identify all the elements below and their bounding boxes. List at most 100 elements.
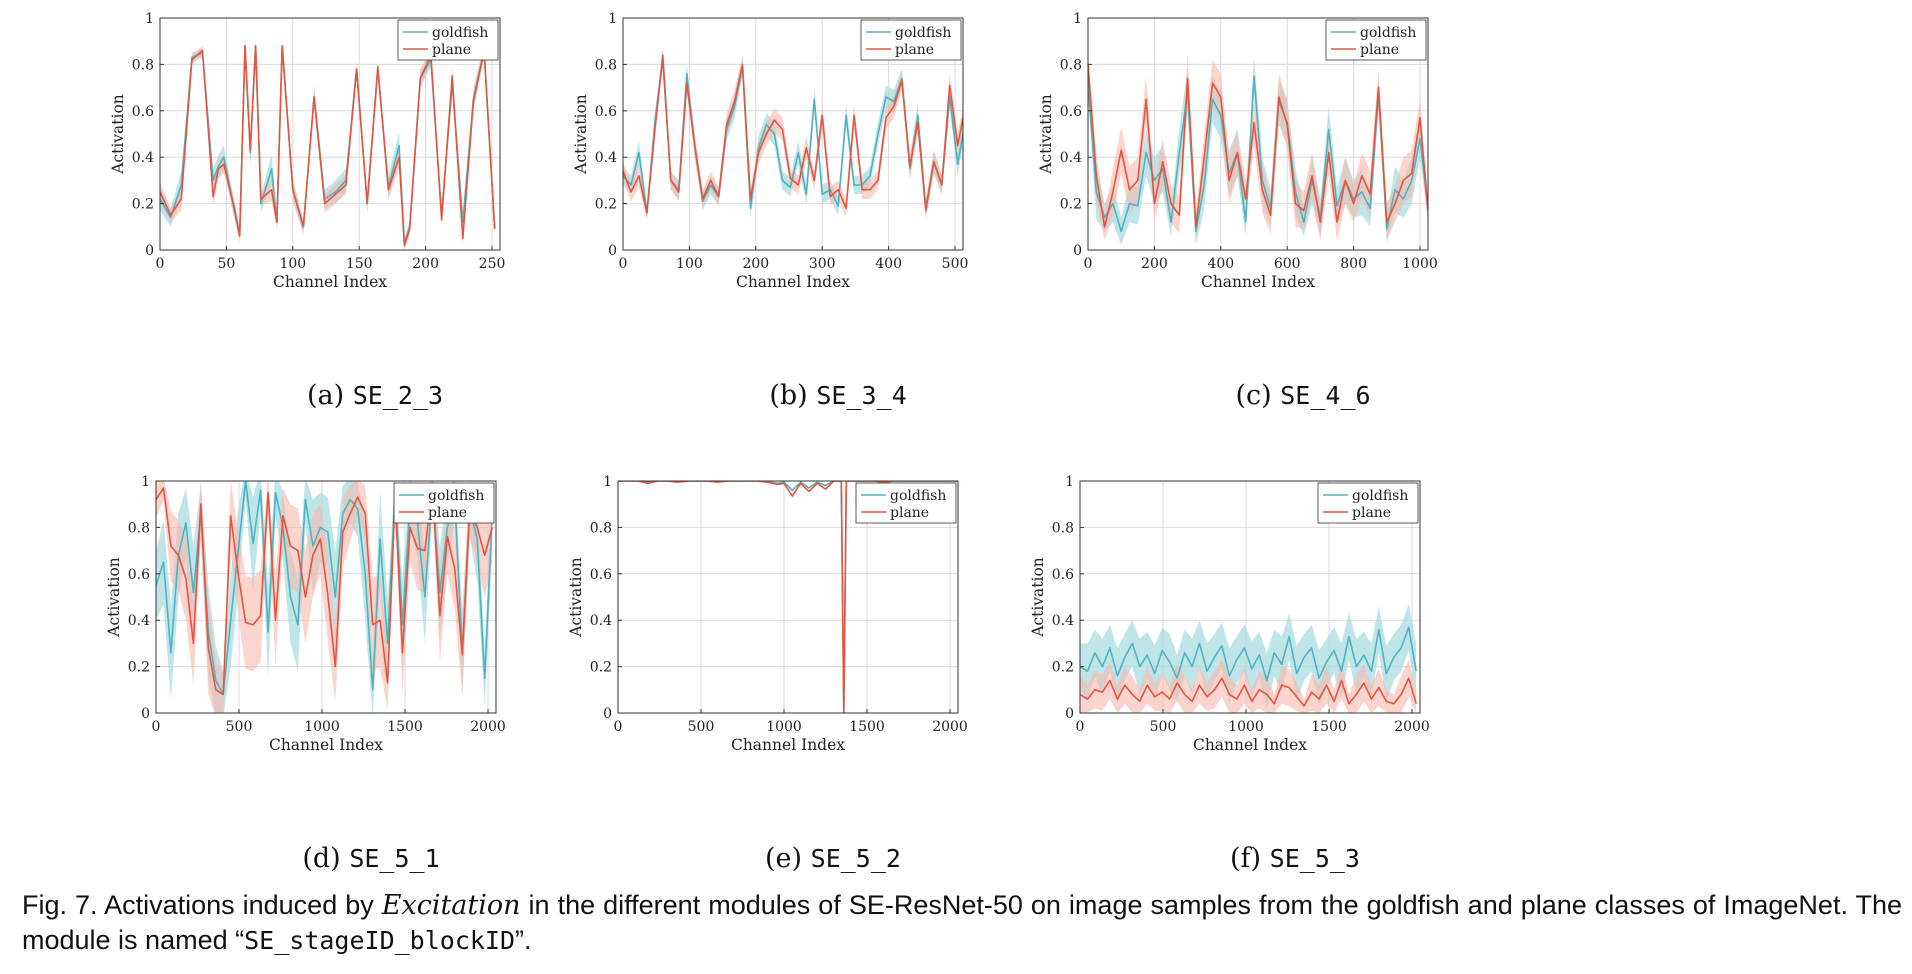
chart-svg: 0 200 400 600 800 1000 0 0.2 0.4 0.6 0.8 1 Channel I…: [1037, 11, 1438, 291]
x-tick-label: 1000: [1402, 256, 1438, 272]
subcaption-b: (b) SE_3_4: [558, 380, 1118, 411]
x-tick-label: 500: [942, 256, 969, 272]
band-plane: [1080, 659, 1417, 713]
x-tick-label: 0: [619, 256, 628, 272]
subcaption-c-label: (c): [1235, 380, 1272, 411]
caption-emphasis: Excitation: [381, 890, 521, 921]
subcaption-c: (c) SE_4_6: [1023, 380, 1583, 411]
y-tick-label: 0.4: [128, 613, 150, 629]
y-tick-label: 0: [141, 706, 150, 722]
caption-prefix: Fig. 7. Activations induced by: [22, 890, 382, 920]
y-tick-label: 0: [1073, 243, 1082, 259]
x-tick-label: 1500: [849, 719, 885, 735]
series-line-plane: [1080, 677, 1417, 707]
y-tick-label: 0: [603, 706, 612, 722]
legend-box: [855, 482, 957, 524]
y-tick-label: 0.6: [595, 104, 617, 120]
x-tick-label: 250: [479, 256, 506, 272]
legend-label-goldfish: goldfish: [1360, 25, 1416, 41]
y-axis-label: Activation: [1037, 94, 1055, 175]
x-tick-label: 100: [676, 256, 703, 272]
y-tick-label: 0.2: [1060, 197, 1082, 213]
caption-middle: in the different modules of SE-ResNet-50…: [22, 890, 1902, 955]
y-tick-label: 0.4: [1060, 150, 1082, 166]
x-axis-label: Channel Index: [731, 736, 845, 754]
band-plane: [623, 48, 963, 220]
legend-label-plane: plane: [1360, 42, 1399, 58]
legend-label-goldfish: goldfish: [428, 488, 484, 504]
x-tick-label: 600: [1274, 256, 1301, 272]
x-tick-label: 50: [217, 256, 235, 272]
subcaption-e: (e) SE_5_2: [553, 843, 1113, 874]
legend-label-plane: plane: [890, 505, 929, 521]
x-tick-label: 0: [614, 719, 623, 735]
series-line-goldfish: [1080, 626, 1417, 682]
y-tick-label: 0: [145, 243, 154, 259]
y-tick-label: 0.2: [1052, 660, 1074, 676]
x-tick-label: 150: [346, 256, 373, 272]
y-tick-label: 0.8: [595, 57, 617, 73]
x-tick-label: 2000: [470, 719, 506, 735]
subcaption-e-label: (e): [765, 843, 803, 874]
x-tick-label: 200: [1141, 256, 1168, 272]
subcaption-d-module: SE_5_1: [349, 844, 440, 873]
x-tick-label: 0: [1076, 719, 1085, 735]
panel-a: 0 50 100 150 200 250 0 0.2 0.4 0.6 0.8 1 Channel Ind…: [60, 0, 620, 320]
subcaption-d: (d) SE_5_1: [91, 843, 651, 874]
legend-box: [1317, 482, 1419, 524]
x-axis-label: Channel Index: [1201, 273, 1315, 291]
subcaption-d-label: (d): [302, 843, 341, 874]
x-tick-label: 2000: [1394, 719, 1430, 735]
y-tick-label: 0.6: [1052, 567, 1074, 583]
legend-label-goldfish: goldfish: [1352, 488, 1408, 504]
legend-label-goldfish: goldfish: [890, 488, 946, 504]
x-tick-label: 200: [742, 256, 769, 272]
x-tick-label: 500: [226, 719, 253, 735]
y-tick-label: 0.4: [595, 150, 617, 166]
y-tick-label: 0.4: [590, 613, 612, 629]
x-axis-label: Channel Index: [1193, 736, 1307, 754]
subcaption-a-module: SE_2_3: [352, 381, 444, 410]
x-tick-label: 0: [156, 256, 165, 272]
caption-code: SE_stageID_blockID: [244, 926, 516, 955]
y-tick-label: 0: [608, 243, 617, 259]
y-tick-label: 1: [608, 11, 617, 27]
x-tick-label: 800: [1340, 256, 1367, 272]
plot-frame: [1087, 17, 1429, 251]
legend-box: [860, 19, 962, 61]
chart-svg: 0 500 1000 1500 2000 0 0.2 0.4 0.6 0.8 1 Channel In…: [105, 474, 506, 754]
series-line-goldfish: [1088, 75, 1428, 233]
panel-e: 0 500 1000 1500 2000 0 0.2 0.4 0.6 0.8 1 Channel In…: [518, 463, 1078, 783]
y-tick-label: 0.8: [132, 57, 154, 73]
legend-box: [397, 19, 499, 61]
series-line-goldfish: [160, 44, 496, 244]
y-axis-label: Activation: [109, 94, 127, 175]
y-tick-label: 1: [141, 474, 150, 490]
caption-suffix: ”.: [515, 925, 532, 955]
series-line-plane: [623, 54, 963, 214]
subcaption-a-label: (a): [306, 380, 345, 411]
series-line-plane: [156, 484, 493, 696]
x-tick-label: 400: [1207, 256, 1234, 272]
x-tick-label: 500: [1150, 719, 1177, 735]
y-tick-label: 0.6: [590, 567, 612, 583]
x-axis-label: Channel Index: [736, 273, 850, 291]
x-axis-label: Channel Index: [269, 736, 383, 754]
x-tick-label: 1000: [1228, 719, 1264, 735]
legend-label-plane: plane: [1352, 505, 1391, 521]
y-tick-label: 1: [1065, 474, 1074, 490]
plot-frame: [622, 17, 964, 251]
y-tick-label: 0.8: [590, 520, 612, 536]
panel-b: 0 100 200 300 400 500 0 0.2 0.4 0.6 0.8 1 Channel In…: [523, 0, 1083, 320]
x-tick-label: 1500: [387, 719, 423, 735]
chart-svg: 0 50 100 150 200 250 0 0.2 0.4 0.6 0.8 1 Channel Ind…: [109, 11, 506, 291]
y-tick-label: 0.6: [132, 104, 154, 120]
y-tick-label: 0.2: [590, 660, 612, 676]
legend-box: [393, 482, 495, 524]
series-line-plane: [618, 481, 958, 713]
x-tick-label: 1000: [304, 719, 340, 735]
x-tick-label: 2000: [932, 719, 968, 735]
legend-box: [1325, 19, 1427, 61]
x-tick-label: 1500: [1311, 719, 1347, 735]
